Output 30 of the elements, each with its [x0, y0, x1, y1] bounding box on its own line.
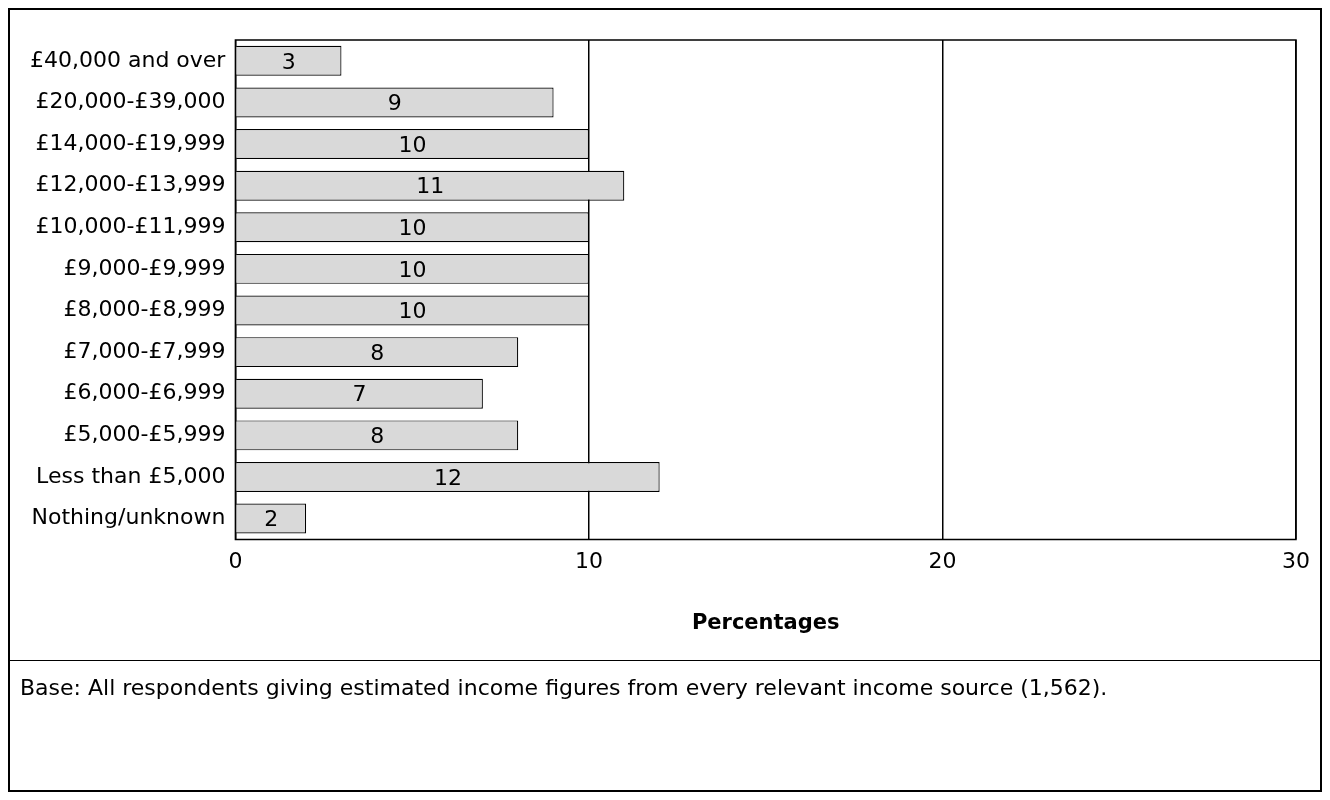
y-tick-label: Nothing/unknown — [31, 504, 226, 530]
x-tick-label: 20 — [928, 548, 957, 574]
y-tick-label: £20,000-£39,000 — [35, 88, 226, 114]
text: Base: All respondents giving estimated income figures from every relevant income source (1,562). — [20, 675, 1109, 700]
y-tick-label: £10,000-£11,999 — [35, 212, 226, 238]
data-label: 9 — [387, 90, 402, 116]
y-tick-label: £14,000-£19,999 — [35, 129, 226, 155]
y-tick-label: £5,000-£5,999 — [63, 421, 226, 447]
data-label: 11 — [416, 173, 445, 199]
data-label: 8 — [370, 339, 385, 365]
y-tick-label: £6,000-£6,999 — [63, 379, 226, 405]
y-tick-label: £9,000-£9,999 — [63, 254, 226, 280]
data-label: 12 — [433, 464, 462, 490]
data-label: 8 — [370, 423, 385, 449]
y-tick-label: £40,000 and over — [29, 46, 227, 72]
x-tick-label: 30 — [1282, 548, 1310, 574]
data-label: 10 — [398, 214, 427, 240]
data-label: 10 — [398, 256, 427, 282]
y-tick-label: £7,000-£7,999 — [63, 337, 226, 363]
data-label: 2 — [264, 506, 279, 532]
x-tick-label: 0 — [228, 548, 243, 574]
x-axis-title: Percentages — [691, 609, 840, 634]
data-label: 10 — [398, 131, 427, 157]
y-tick-label: £8,000-£8,999 — [63, 296, 226, 322]
y-tick-label: Less than £5,000 — [36, 462, 226, 488]
data-label: 3 — [281, 48, 296, 74]
x-tick-label: 10 — [574, 548, 603, 574]
data-label: 10 — [398, 298, 427, 324]
data-label: 7 — [352, 381, 367, 407]
y-tick-label: £12,000-£13,999 — [35, 171, 226, 197]
